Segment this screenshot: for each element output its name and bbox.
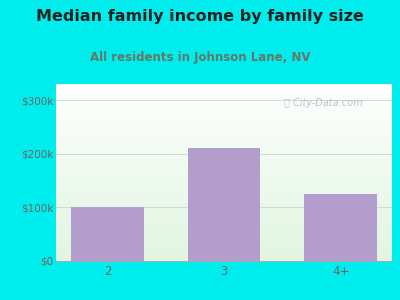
Bar: [188, 148, 260, 261]
Text: Ⓢ City-Data.com: Ⓢ City-Data.com: [284, 98, 363, 108]
Bar: [71, 207, 144, 261]
Bar: [304, 194, 377, 261]
Text: Median family income by family size: Median family income by family size: [36, 9, 364, 24]
Text: All residents in Johnson Lane, NV: All residents in Johnson Lane, NV: [90, 51, 310, 64]
